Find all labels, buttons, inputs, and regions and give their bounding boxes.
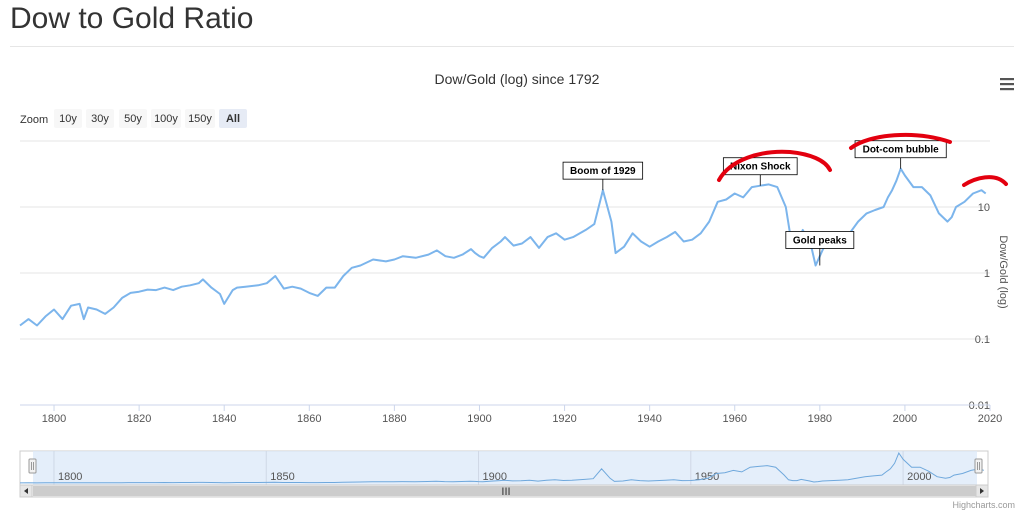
scroll-left-arrow-icon bbox=[24, 488, 28, 494]
x-tick-label: 1900 bbox=[467, 413, 491, 425]
chart-title: Dow/Gold (log) since 1792 bbox=[435, 71, 600, 87]
annotation-box bbox=[785, 231, 855, 249]
x-tick-label: 2020 bbox=[978, 413, 1002, 425]
x-tick-label: 1980 bbox=[808, 413, 832, 425]
annotation-label: Dot-com bubble bbox=[863, 145, 940, 156]
navigator-series-line bbox=[19, 451, 984, 484]
annotation: Gold peaks bbox=[785, 231, 855, 266]
x-tick-label: 1920 bbox=[552, 413, 576, 425]
zoom-button-100y[interactable]: 100y bbox=[151, 109, 181, 128]
zoom-button-30y[interactable]: 30y bbox=[86, 109, 114, 128]
navigator-tick-label: 1800 bbox=[58, 471, 82, 483]
title-divider bbox=[10, 46, 1014, 47]
zoom-button-50y-label: 50y bbox=[124, 113, 142, 125]
y-tick-label: 10 bbox=[978, 202, 990, 214]
annotation-box bbox=[854, 140, 947, 159]
x-tick-label: 1940 bbox=[637, 413, 661, 425]
x-tick-label: 2000 bbox=[893, 413, 917, 425]
scroll-right-arrow-icon bbox=[980, 488, 984, 494]
y-tick-label: 1 bbox=[984, 268, 990, 280]
zoom-button-50y[interactable]: 50y bbox=[119, 109, 147, 128]
highcharts-credit[interactable]: Highcharts.com bbox=[952, 500, 1015, 510]
zoom-button-all[interactable]: All bbox=[219, 109, 247, 128]
navigator[interactable]: 1800 1850 1900 1950 2000 bbox=[19, 450, 989, 486]
red-highlight-nixon bbox=[717, 149, 832, 182]
scrollbar[interactable]: III bbox=[19, 484, 989, 498]
annotations: Boom of 1929 Nixon Shock Gold peaks Dot-com… bbox=[562, 140, 947, 266]
navigator-tick-label: 1950 bbox=[695, 471, 719, 483]
grid-lines bbox=[20, 140, 990, 406]
red-highlight-recent bbox=[962, 175, 1008, 187]
scrollbar-grip: III bbox=[501, 486, 510, 498]
x-tick-label: 1840 bbox=[212, 413, 236, 425]
annotation: Boom of 1929 bbox=[562, 161, 644, 191]
x-tick-label: 1880 bbox=[382, 413, 406, 425]
y-tick-label: 0.01 bbox=[969, 400, 990, 412]
scroll-right-button[interactable] bbox=[975, 484, 989, 498]
annotation-label: Gold peaks bbox=[793, 235, 847, 246]
zoom-button-30y-label: 30y bbox=[91, 113, 109, 125]
zoom-button-10y-label: 10y bbox=[59, 113, 77, 125]
navigator-right-handle[interactable] bbox=[974, 458, 983, 474]
hamburger-menu-icon[interactable] bbox=[995, 72, 1015, 94]
navigator-ticks: 1800 1850 1900 1950 2000 bbox=[53, 451, 932, 485]
red-highlight-marks bbox=[717, 132, 1008, 187]
y-axis-ticks: 0.01 0.1 1 10 bbox=[969, 202, 990, 412]
zoom-button-all-label: All bbox=[226, 113, 240, 125]
red-highlight-dotcom bbox=[849, 132, 952, 150]
page-title: Dow to Gold Ratio bbox=[10, 2, 254, 35]
zoom-label: Zoom bbox=[20, 114, 48, 126]
annotation-label: Boom of 1929 bbox=[570, 166, 636, 177]
y-axis-label: Dow/Gold (log) bbox=[997, 235, 1009, 308]
zoom-button-150y[interactable]: 150y bbox=[185, 109, 215, 128]
x-tick-label: 1820 bbox=[127, 413, 151, 425]
navigator-selection[interactable] bbox=[33, 451, 977, 485]
y-tick-label: 0.1 bbox=[975, 334, 990, 346]
scrollbar-thumb[interactable] bbox=[33, 486, 977, 496]
x-tick-label: 1800 bbox=[42, 413, 66, 425]
zoom-button-150y-label: 150y bbox=[188, 113, 212, 125]
x-tick-label: 1860 bbox=[297, 413, 321, 425]
navigator-tick-label: 1850 bbox=[270, 471, 294, 483]
x-tick-label: 1960 bbox=[722, 413, 746, 425]
zoom-button-10y[interactable]: 10y bbox=[54, 109, 82, 128]
zoom-button-100y-label: 100y bbox=[154, 113, 178, 125]
navigator-left-handle[interactable] bbox=[28, 458, 37, 474]
x-axis-ticks: 1800 1820 1840 1860 1880 1900 1920 1940 1960 1980… bbox=[20, 404, 1002, 425]
annotation: Dot-com bubble bbox=[854, 140, 947, 169]
scroll-left-button[interactable] bbox=[19, 484, 33, 498]
annotation-label: Nixon Shock bbox=[730, 162, 791, 173]
annotation-box bbox=[562, 161, 644, 180]
navigator-tick-label: 2000 bbox=[907, 471, 931, 483]
